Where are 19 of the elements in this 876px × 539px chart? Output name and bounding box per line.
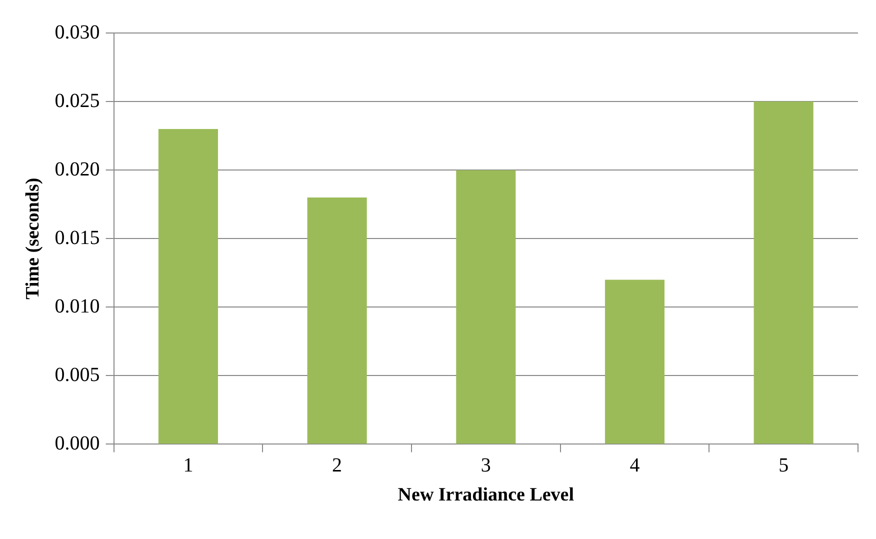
- bar: [604, 280, 665, 444]
- y-tick-label: 0.015: [54, 226, 100, 249]
- bar: [754, 102, 814, 444]
- y-axis-title: Time (seconds): [22, 178, 44, 300]
- y-tick-label: 0.000: [54, 432, 100, 454]
- x-tick-label: 5: [778, 454, 789, 476]
- y-tick-label: 0.025: [54, 90, 100, 112]
- x-tick-label: 2: [332, 454, 342, 476]
- x-tick-label: 1: [183, 454, 194, 476]
- bar: [307, 197, 367, 444]
- y-tick-label: 0.020: [54, 158, 100, 180]
- x-axis-title: New Irradiance Level: [398, 484, 574, 506]
- bar: [158, 128, 218, 444]
- x-tick-label: 3: [480, 454, 491, 476]
- bar: [456, 170, 516, 444]
- y-tick-label: 0.005: [54, 364, 100, 386]
- y-tick-label: 0.010: [54, 295, 100, 318]
- y-tick-label: 0.030: [54, 21, 100, 44]
- x-tick-label: 4: [630, 454, 640, 476]
